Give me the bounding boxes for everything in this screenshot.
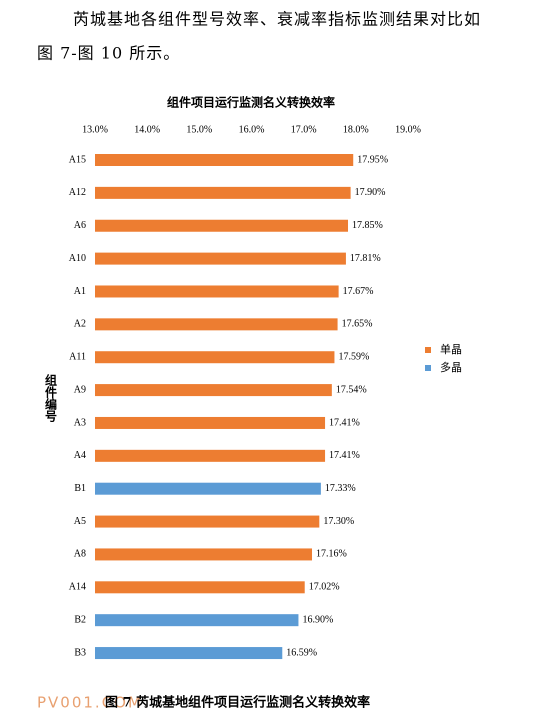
value-label: 17.90% [355, 187, 386, 198]
value-label: 17.30% [323, 516, 354, 527]
bar [95, 548, 313, 561]
paragraph-line: 图 7-图 10 所示。 [37, 44, 180, 63]
y-tick-label: A11 [69, 352, 86, 363]
bar [95, 384, 332, 397]
bar [95, 647, 283, 660]
bar [95, 252, 346, 265]
watermark: PV001.COM [37, 694, 143, 712]
y-tick-label: A3 [74, 417, 86, 428]
x-tick-label: 16.0% [239, 124, 265, 135]
legend-label: 单晶 [440, 343, 462, 356]
value-label: 17.41% [329, 450, 360, 461]
value-label: 17.81% [350, 253, 381, 264]
value-label: 16.59% [286, 647, 317, 658]
bar [95, 515, 320, 528]
x-tick-label: 18.0% [343, 124, 369, 135]
value-label: 17.41% [329, 417, 360, 428]
y-tick-label: A2 [74, 319, 86, 330]
x-tick-label: 15.0% [186, 124, 212, 135]
x-tick-label: 19.0% [395, 124, 421, 135]
y-tick-label: A5 [74, 516, 86, 527]
bar [95, 186, 351, 199]
value-label: 17.02% [309, 582, 340, 593]
legend-swatch [425, 347, 431, 353]
legend-label: 多晶 [440, 360, 462, 374]
x-tick-label: 14.0% [134, 124, 160, 135]
bar [95, 285, 339, 298]
paragraph-line: 芮城基地各组件型号效率、衰减率指标监测结果对比如 [73, 10, 481, 29]
bar [95, 449, 326, 462]
bar [95, 351, 335, 364]
bar [95, 416, 326, 429]
y-tick-label: A6 [74, 220, 86, 231]
value-label: 16.90% [302, 614, 333, 625]
y-tick-label: A15 [69, 154, 86, 165]
bar [95, 581, 305, 594]
value-label: 17.85% [352, 220, 383, 231]
bar [95, 154, 354, 166]
y-tick-label: A4 [74, 450, 86, 461]
y-tick-label: B1 [74, 483, 86, 494]
bar [95, 482, 321, 495]
bar [95, 318, 338, 331]
y-tick-label: A12 [69, 187, 86, 198]
x-tick-label: 17.0% [291, 124, 317, 135]
value-label: 17.54% [336, 384, 367, 395]
value-label: 17.16% [316, 549, 347, 560]
value-label: 17.95% [357, 154, 388, 165]
y-tick-label: A10 [69, 253, 86, 264]
y-tick-label: B2 [74, 614, 86, 625]
x-tick-label: 13.0% [82, 124, 108, 135]
bar [95, 614, 299, 627]
chart-title: 组件项目运行监测名义转换效率 [167, 95, 335, 110]
y-tick-label: A9 [74, 384, 86, 395]
figure-caption: 图 7 芮城基地组件项目运行监测名义转换效率 [105, 695, 370, 711]
value-label: 17.59% [338, 352, 369, 363]
value-label: 17.67% [343, 286, 374, 297]
y-tick-label: A8 [74, 549, 86, 560]
value-label: 17.33% [325, 483, 356, 494]
value-label: 17.65% [342, 319, 373, 330]
y-axis-label: 组件编号 [44, 373, 58, 423]
y-tick-label: A1 [74, 286, 86, 297]
bar [95, 219, 349, 232]
legend-swatch [425, 365, 431, 371]
y-tick-label: A14 [69, 582, 86, 593]
y-tick-label: B3 [74, 647, 86, 658]
